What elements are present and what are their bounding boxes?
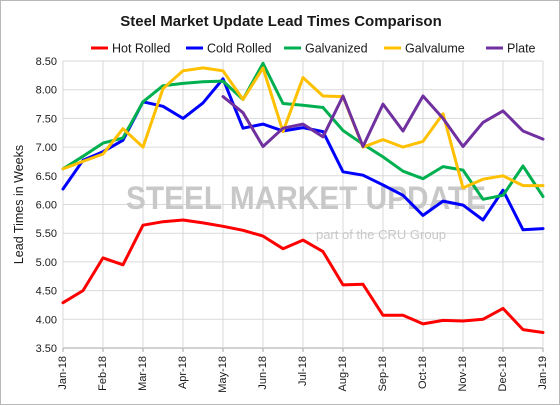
y-tick-label-7: 7.00 bbox=[36, 142, 57, 154]
legend-label-1: Cold Rolled bbox=[207, 42, 272, 56]
watermark-sub: part of the CRU Group bbox=[316, 227, 446, 242]
legend-label-3: Galvalume bbox=[405, 42, 465, 56]
x-tick-label-1: Feb-18 bbox=[97, 356, 109, 391]
series-line-plate bbox=[221, 94, 545, 148]
x-tick-label-4: May-18 bbox=[217, 356, 229, 393]
y-tick-label-4: 5.50 bbox=[36, 228, 57, 240]
x-tick-label-11: Dec-18 bbox=[497, 356, 509, 391]
legend-label-0: Hot Rolled bbox=[112, 42, 170, 56]
y-tick-label-6: 6.50 bbox=[36, 171, 57, 183]
legend-label-2: Galvanized bbox=[305, 42, 368, 56]
x-tick-label-3: Apr-18 bbox=[177, 356, 189, 389]
x-tick-label-8: Sep-18 bbox=[377, 356, 389, 391]
y-tick-label-3: 5.00 bbox=[36, 257, 57, 269]
y-axis-title: Lead Times in Weeks bbox=[12, 145, 26, 264]
x-tick-label-0: Jan-18 bbox=[57, 356, 69, 390]
series-line-hot-rolled bbox=[61, 218, 545, 334]
x-tick-label-10: Nov-18 bbox=[457, 356, 469, 391]
y-tick-label-1: 4.00 bbox=[36, 314, 57, 326]
x-tick-label-9: Oct-18 bbox=[417, 356, 429, 389]
y-tick-label-8: 7.50 bbox=[36, 113, 57, 125]
x-tick-label-12: Jan-19 bbox=[537, 356, 549, 390]
x-tick-label-7: Aug-18 bbox=[337, 356, 349, 391]
series-line-galvalume bbox=[61, 66, 545, 190]
x-tick-label-6: Jul-18 bbox=[297, 356, 309, 386]
y-tick-label-5: 6.00 bbox=[36, 200, 57, 212]
legend-label-4: Plate bbox=[507, 42, 536, 56]
y-tick-label-2: 4.50 bbox=[36, 286, 57, 298]
y-tick-label-10: 8.50 bbox=[36, 56, 57, 68]
watermark-main: STEEL MARKET UPDATE bbox=[126, 180, 486, 216]
series-line-galvanized bbox=[61, 61, 545, 201]
y-tick-label-9: 8.00 bbox=[36, 85, 57, 97]
chart-title: Steel Market Update Lead Times Compariso… bbox=[120, 13, 441, 30]
y-tick-label-0: 3.50 bbox=[36, 343, 57, 355]
x-tick-label-2: Mar-18 bbox=[137, 356, 149, 391]
x-tick-label-5: Jun-18 bbox=[257, 356, 269, 390]
